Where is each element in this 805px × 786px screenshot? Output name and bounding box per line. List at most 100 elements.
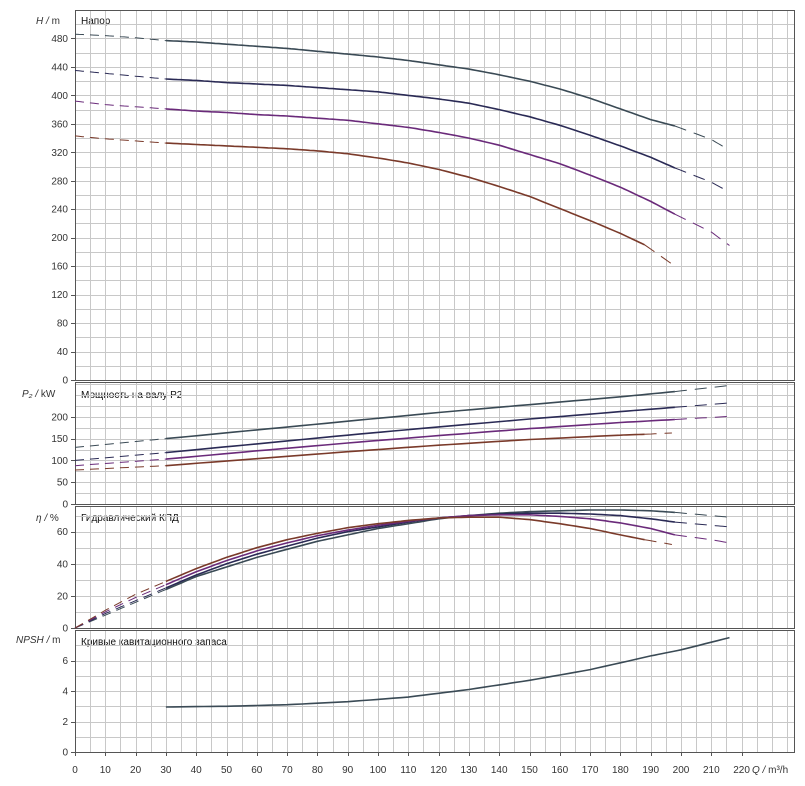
power-curve-3-extrapolated-end: [674, 415, 730, 420]
y-tick-label: 0: [62, 376, 68, 387]
efficiency-curve-4-extrapolated-end: [644, 539, 672, 545]
x-tick-label: 60: [251, 765, 263, 776]
efficiency-curve-1-extrapolated-end: [674, 511, 730, 518]
npsh-frame: [75, 630, 795, 753]
power-curve-2: [165, 406, 675, 454]
power-axis-unit: kW: [41, 389, 56, 400]
x-tick-label: 80: [312, 765, 324, 776]
efficiency-curve-3-extrapolated-start: [74, 584, 167, 629]
x-tick-label: 190: [642, 765, 659, 776]
npsh-panel: 0 2 4 6: [62, 630, 795, 759]
x-axis-var: Q: [752, 765, 760, 776]
power-curve-3: [165, 418, 675, 460]
head-panel-title: Напор: [81, 16, 111, 27]
npsh-axis-var: NPSH: [16, 635, 45, 646]
y-tick-label: 100: [51, 456, 68, 467]
head-curve-4-extrapolated-start: [74, 135, 166, 144]
y-tick-label: 160: [51, 262, 68, 273]
y-tick-label: 480: [51, 34, 68, 45]
x-tick-label: 0: [72, 765, 78, 776]
efficiency-curve-4: [165, 516, 645, 583]
power-axis-label: P₂ / kW: [22, 389, 56, 400]
y-tick-label: 200: [51, 412, 68, 423]
power-curve-2-extrapolated-end: [674, 402, 730, 408]
x-tick-label: 120: [430, 765, 447, 776]
y-tick-label: 120: [51, 290, 68, 301]
x-tick-label: 40: [191, 765, 203, 776]
npsh-axis-label: NPSH / m: [16, 635, 60, 646]
x-axis-label: Q / m³/h: [752, 765, 788, 776]
x-tick-label: 160: [551, 765, 568, 776]
power-curve-4-extrapolated-start: [74, 465, 166, 471]
x-axis-unit: m³/h: [768, 765, 788, 776]
efficiency-curve-3-extrapolated-end: [674, 534, 730, 544]
x-tick-label: 110: [400, 765, 416, 776]
x-tick-label: 20: [130, 765, 142, 776]
efficiency-frame: [75, 506, 795, 629]
head-curve-1: [165, 39, 676, 127]
efficiency-axis-label: η / %: [36, 513, 59, 524]
y-tick-label: 20: [57, 591, 69, 602]
x-tick-label: 210: [703, 765, 720, 776]
power-curve-4: [165, 433, 645, 467]
x-tick-label: 180: [612, 765, 629, 776]
plot-layer: 0408012016020024028032036040044048005010…: [51, 10, 795, 776]
head-axis-label: H / m: [36, 16, 60, 27]
y-tick-label: 2: [62, 717, 68, 728]
y-tick-label: 200: [51, 233, 68, 244]
power-curve-2-extrapolated-start: [74, 452, 166, 461]
y-tick-label: 80: [57, 319, 69, 330]
efficiency-curve-4-extrapolated-start: [74, 580, 167, 629]
head-curve-4-extrapolated-end: [644, 244, 673, 265]
y-tick-label: 0: [62, 624, 68, 635]
efficiency-curve-1: [165, 509, 675, 591]
head-axis-unit: m: [52, 16, 60, 27]
x-tick-label: 70: [282, 765, 294, 776]
x-tick-label: 200: [673, 765, 690, 776]
y-tick-label: 4: [62, 687, 68, 698]
head-curve-3-extrapolated-start: [74, 100, 166, 110]
y-tick-label: 40: [57, 559, 69, 570]
x-tick-label: 10: [100, 765, 112, 776]
y-tick-label: 240: [51, 205, 68, 216]
power-curve-1: [165, 390, 675, 440]
power-curve-4-extrapolated-end: [644, 432, 672, 435]
x-tick-label: 220: [733, 765, 750, 776]
x-tick-label: 100: [370, 765, 387, 776]
head-curve-1-extrapolated-start: [74, 33, 166, 42]
x-tick-label: 170: [582, 765, 599, 776]
x-tick-label: 50: [221, 765, 233, 776]
efficiency-panel: 0 20 40 60: [57, 506, 795, 635]
power-axis-var: P₂: [22, 389, 33, 400]
y-tick-label: 440: [51, 62, 68, 73]
efficiency-curve-2-extrapolated-start: [74, 587, 167, 629]
head-curve-2: [165, 78, 676, 169]
x-tick-label: 150: [521, 765, 538, 776]
x-tick-label: 90: [342, 765, 354, 776]
y-tick-label: 0: [62, 500, 68, 511]
y-tick-label: 360: [51, 119, 68, 130]
y-tick-label: 40: [57, 347, 69, 358]
efficiency-axis-unit: %: [50, 513, 59, 524]
x-tick-label: 130: [461, 765, 478, 776]
head-curve-2-extrapolated-start: [74, 70, 166, 80]
y-tick-label: 0: [62, 748, 68, 759]
head-axis-var: H: [36, 16, 44, 27]
head-curve-3-extrapolated-end: [674, 213, 730, 246]
power-curve-1-extrapolated-start: [74, 438, 166, 448]
power-frame: [75, 382, 795, 505]
y-tick-label: 50: [57, 478, 69, 489]
npsh-curve-1: [165, 636, 730, 708]
head-curve-3: [165, 108, 676, 215]
y-tick-label: 320: [51, 148, 68, 159]
y-tick-label: 60: [57, 527, 69, 538]
head-panel: 0 40 80 120 160 200 240 280 320 360 400 440 480: [51, 10, 795, 387]
x-tick-label: 140: [491, 765, 508, 776]
power-curve-1-extrapolated-end: [674, 385, 730, 393]
y-tick-label: 280: [51, 176, 68, 187]
x-tick-label: 30: [160, 765, 172, 776]
head-frame: [75, 10, 795, 381]
power-panel: 0 50 100 150 200: [51, 382, 795, 511]
